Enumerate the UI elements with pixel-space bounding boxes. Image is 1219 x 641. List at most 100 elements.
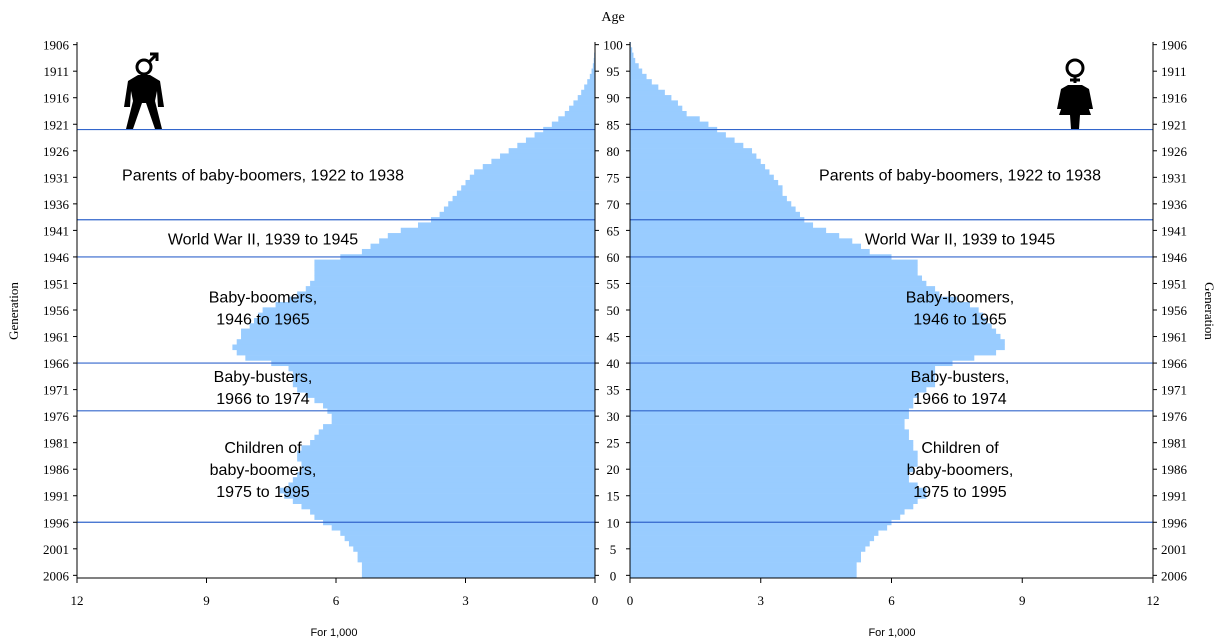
female-bar-age-94 — [630, 73, 647, 80]
male-bar-age-4 — [357, 551, 595, 558]
male-bar-age-86 — [558, 116, 595, 122]
age-tick-label-100: 100 — [603, 38, 623, 53]
male-bar-age-72 — [456, 190, 595, 197]
generation-label-left-4-2: 1975 to 1995 — [216, 484, 310, 501]
male-bar-age-19 — [297, 471, 595, 478]
age-tick-label-45: 45 — [607, 330, 620, 345]
male-bar-age-74 — [465, 179, 595, 186]
year-tick-label-right-1976: 1976 — [1161, 409, 1188, 424]
year-tick-label-left-1931: 1931 — [43, 170, 69, 185]
generation-label-left-2-1: 1946 to 1965 — [216, 311, 310, 328]
generation-label-left-0-0: Parents of baby-boomers, 1922 to 1938 — [122, 168, 404, 185]
year-tick-label-left-1951: 1951 — [43, 276, 69, 291]
year-tick-label-left-1926: 1926 — [43, 144, 70, 159]
male-bar-age-82 — [525, 137, 595, 144]
female-bar-age-86 — [630, 116, 700, 122]
male-bar-age-28 — [323, 424, 595, 430]
male-bar-age-95 — [591, 68, 595, 75]
female-bar-age-55 — [630, 280, 927, 287]
female-bar-age-16 — [630, 487, 927, 494]
male-bar-age-9 — [331, 524, 595, 531]
male-bar-age-79 — [500, 153, 595, 160]
female-bar-age-77 — [630, 164, 766, 170]
female-bar-age-30 — [630, 413, 909, 420]
age-axis-title: Age — [601, 10, 624, 25]
female-bar-age-71 — [630, 195, 787, 202]
age-tick-label-55: 55 — [607, 276, 620, 291]
male-bar-age-32 — [323, 402, 595, 409]
male-bar-age-48 — [253, 317, 595, 324]
female-bar-age-96 — [630, 63, 639, 69]
female-bar-age-8 — [630, 530, 879, 536]
female-bar-age-89 — [630, 100, 678, 106]
male-bar-age-70 — [448, 201, 595, 207]
year-tick-label-left-1946: 1946 — [43, 250, 70, 265]
generation-label-right-0-0: Parents of baby-boomers, 1922 to 1938 — [819, 168, 1101, 185]
male-bar-age-16 — [279, 487, 595, 494]
x-tick-label-right-6: 6 — [888, 593, 895, 608]
age-tick-label-40: 40 — [607, 356, 620, 371]
year-tick-label-left-1976: 1976 — [43, 409, 70, 424]
female-bar-age-26 — [630, 434, 909, 441]
female-bar-age-33 — [630, 397, 914, 404]
year-tick-label-left-1981: 1981 — [43, 436, 69, 451]
male-bar-age-75 — [469, 174, 595, 181]
female-bar-age-14 — [630, 498, 918, 505]
male-bar-age-93 — [587, 79, 595, 85]
male-bar-age-39 — [288, 365, 595, 372]
generation-axis-title-left: Generation — [6, 282, 21, 340]
male-bar-age-63 — [379, 238, 595, 244]
female-bar-age-29 — [630, 418, 905, 425]
female-bar-age-0 — [630, 572, 857, 579]
female-bar-age-63 — [630, 238, 853, 244]
female-bar-age-47 — [630, 323, 992, 329]
female-bar-age-20 — [630, 466, 914, 473]
female-bar-age-27 — [630, 429, 909, 436]
male-bar-age-22 — [297, 455, 595, 462]
male-bar-age-61 — [361, 248, 595, 255]
female-bar-age-24 — [630, 445, 914, 451]
generation-label-right-2-0: Baby-boomers, — [906, 289, 1015, 306]
male-bar-age-17 — [288, 482, 595, 489]
generation-label-right-2-1: 1946 to 1965 — [913, 311, 1007, 328]
male-bar-age-36 — [292, 381, 595, 388]
x-tick-label-right-9: 9 — [1019, 593, 1026, 608]
male-bar-age-5 — [353, 546, 595, 552]
generation-label-right-4-0: Children of — [921, 440, 999, 457]
female-bar-age-97 — [630, 57, 636, 64]
female-bar-age-39 — [630, 365, 936, 372]
female-bar-age-56 — [630, 275, 923, 282]
female-bar-age-2 — [630, 562, 857, 568]
year-tick-label-left-1986: 1986 — [43, 462, 70, 477]
year-tick-label-left-1966: 1966 — [43, 356, 70, 371]
year-tick-label-right-1991: 1991 — [1161, 489, 1187, 504]
male-bar-age-54 — [305, 286, 595, 292]
male-bar-age-62 — [370, 243, 595, 250]
male-bar-age-81 — [517, 142, 595, 149]
female-bar-age-21 — [630, 461, 918, 467]
year-tick-label-right-2001: 2001 — [1161, 542, 1187, 557]
male-bar-age-50 — [262, 307, 595, 313]
male-bar-age-85 — [551, 121, 595, 128]
male-bar-age-21 — [301, 461, 595, 467]
generation-label-right-3-1: 1966 to 1974 — [913, 391, 1007, 408]
female-bar-age-18 — [630, 477, 909, 483]
generation-label-right-4-2: 1975 to 1995 — [913, 484, 1007, 501]
year-tick-label-right-1986: 1986 — [1161, 462, 1188, 477]
female-bar-age-35 — [630, 386, 927, 393]
male-bar-age-45 — [241, 333, 596, 340]
male-bar-age-94 — [589, 73, 595, 80]
generation-labels: Parents of baby-boomers, 1922 to 1938 Par… — [122, 168, 1101, 502]
male-bar-age-49 — [258, 312, 595, 319]
generation-label-left-1-0: World War II, 1939 to 1945 — [168, 231, 358, 248]
male-bar-age-8 — [340, 530, 595, 536]
age-tick-label-80: 80 — [607, 144, 620, 159]
female-bar-age-73 — [630, 185, 783, 191]
male-bar-age-29 — [331, 418, 595, 425]
age-tick-label-25: 25 — [607, 436, 620, 451]
year-tick-label-left-1971: 1971 — [43, 383, 69, 398]
x-tick-label-left-12: 12 — [71, 593, 84, 608]
male-bar-age-2 — [361, 562, 595, 568]
male-bar-age-97 — [593, 57, 595, 64]
male-bar-age-83 — [534, 132, 595, 138]
